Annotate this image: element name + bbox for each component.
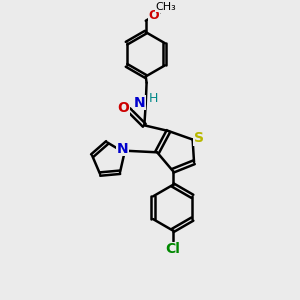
Text: O: O: [148, 9, 159, 22]
Text: CH₃: CH₃: [155, 2, 176, 12]
Text: N: N: [117, 142, 128, 156]
Text: S: S: [194, 131, 204, 145]
Text: H: H: [149, 92, 158, 105]
Text: Cl: Cl: [165, 242, 180, 256]
Text: N: N: [134, 96, 145, 110]
Text: O: O: [118, 101, 130, 115]
